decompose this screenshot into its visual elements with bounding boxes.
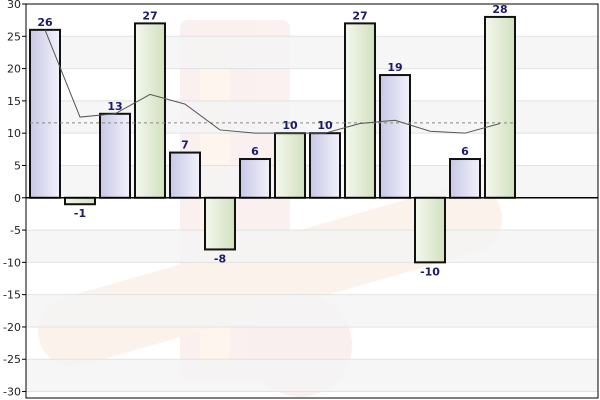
bar xyxy=(99,112,131,199)
y-tick-label: -30 xyxy=(3,386,21,399)
bar xyxy=(414,196,446,264)
bar xyxy=(344,22,376,199)
data-label: 28 xyxy=(492,3,507,16)
bar xyxy=(134,22,166,199)
data-label: 6 xyxy=(251,145,259,158)
bar xyxy=(484,15,516,199)
data-label: 10 xyxy=(317,119,333,132)
y-tick-label: 30 xyxy=(7,0,21,11)
bar xyxy=(239,158,271,199)
y-tick-label: 20 xyxy=(7,63,21,76)
data-label: 27 xyxy=(352,9,367,22)
trend-line xyxy=(44,29,501,134)
data-label: 13 xyxy=(107,100,122,113)
grid-band xyxy=(26,359,598,392)
y-tick-label: 0 xyxy=(14,192,21,205)
bar xyxy=(449,158,481,199)
data-label: -8 xyxy=(214,252,226,265)
data-label: 7 xyxy=(181,139,189,152)
bar xyxy=(309,132,341,199)
grid-band xyxy=(26,230,598,263)
bar xyxy=(204,196,236,251)
y-tick-label: 15 xyxy=(7,95,21,108)
bar xyxy=(64,196,96,206)
data-label: 10 xyxy=(282,119,298,132)
y-tick-label: -10 xyxy=(3,256,21,269)
bar xyxy=(29,28,61,199)
data-label: -10 xyxy=(420,265,440,278)
y-tick-label: 10 xyxy=(7,127,21,140)
data-label: 19 xyxy=(387,61,402,74)
y-tick-label: -20 xyxy=(3,321,21,334)
plot-frame xyxy=(25,3,599,399)
y-tick-label: -5 xyxy=(10,224,21,237)
y-tick-label: 25 xyxy=(7,30,21,43)
y-tick-label: -15 xyxy=(3,289,21,302)
bar xyxy=(379,74,411,199)
plot-area: 30 25 20 15 10 5 0 -5 -10 -15 -20 -25 -30 26 -1 13 27 7 -8… xyxy=(3,0,599,399)
data-label: 27 xyxy=(142,9,157,22)
grid-band xyxy=(26,294,598,327)
bar xyxy=(169,151,201,199)
y-tick-label: 5 xyxy=(14,159,21,172)
data-label: 26 xyxy=(37,16,53,29)
data-label: -1 xyxy=(74,207,86,220)
data-label: 6 xyxy=(461,145,469,158)
bar xyxy=(274,132,306,199)
y-tick-label: -25 xyxy=(3,353,21,366)
